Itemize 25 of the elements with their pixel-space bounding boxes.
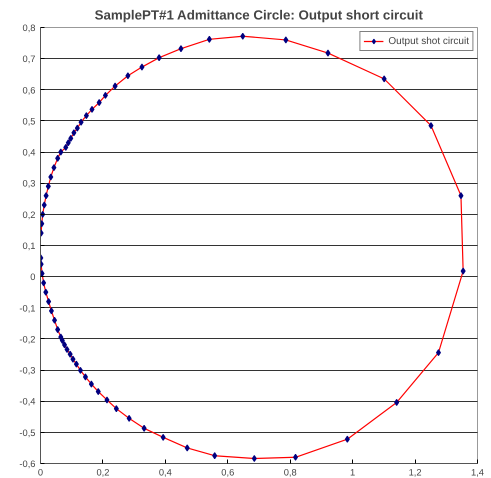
x-tick-label: 0,6 [221,468,234,478]
y-tick-label: 0,8 [22,23,36,33]
y-tick-label: -0,5 [19,428,36,438]
x-tick-label: 0 [38,468,44,478]
y-tick-label: 0 [30,272,36,282]
y-tick-label: 0,1 [22,241,36,251]
x-tick-label: 1 [350,468,356,478]
y-tick-label: -0,1 [19,303,36,314]
x-tick-label: 0,4 [158,468,172,478]
chart-title: SamplePT#1 Admittance Circle: Output short circuit [94,8,424,22]
y-tick-label: 0,5 [22,116,36,126]
y-tick-label: 0,2 [22,210,36,220]
y-tick-label: -0,3 [19,366,36,376]
y-tick-label: -0,4 [19,396,36,407]
y-tick-label: 0,6 [22,85,36,96]
y-tick-label: 0,4 [22,148,36,158]
y-tick-label: -0,2 [19,334,36,344]
x-tick-label: 0,2 [96,468,110,478]
x-tick-label: 1,2 [408,468,422,478]
y-tick-label: 0,3 [22,178,36,189]
y-tick-label: 0,7 [22,54,36,64]
x-tick-label: 1,4 [471,468,484,478]
x-tick-label: 0,8 [284,468,297,478]
y-tick-label: -0,6 [19,459,36,469]
legend-label: Output shot circuit [388,35,469,47]
